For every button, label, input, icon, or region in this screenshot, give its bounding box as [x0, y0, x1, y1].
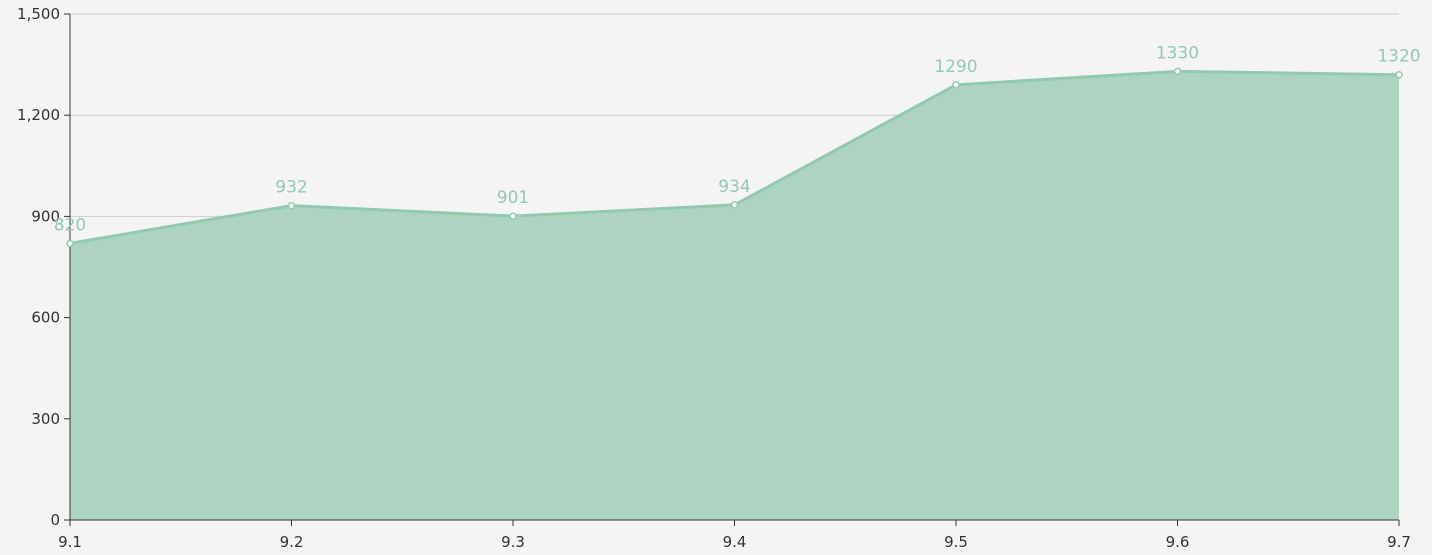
data-label: 820: [54, 215, 86, 235]
axes: 0 300 600 900 1,200 1,500 9.1 9.2 9.3 9.4 9.5 9.6 9.…: [17, 5, 1411, 551]
data-point: [1173, 67, 1182, 76]
x-tick-label: 9.4: [723, 533, 747, 551]
data-point: [1395, 70, 1403, 79]
data-point: [66, 239, 74, 248]
data-label: 932: [275, 178, 307, 198]
data-label: 901: [497, 188, 529, 208]
y-tick-label: 1,500: [17, 5, 60, 23]
data-point: [952, 81, 960, 89]
x-tick-label: 9.5: [944, 533, 968, 551]
x-tick-label: 9.7: [1387, 533, 1411, 551]
data-labels: 820 932 901 934 1290 1330 1320: [54, 43, 1421, 235]
y-tick-label: 300: [31, 410, 60, 428]
data-label: 1320: [1377, 47, 1420, 67]
data-point: [509, 212, 517, 220]
x-tick-label: 9.2: [280, 533, 304, 551]
x-tick-label: 9.1: [58, 533, 82, 551]
x-tick-label: 9.3: [501, 533, 525, 551]
y-tick-label: 900: [31, 207, 60, 225]
y-tick-label: 0: [50, 511, 60, 529]
data-point: [730, 201, 739, 209]
area-fill: [70, 71, 1399, 520]
data-label: 1330: [1156, 43, 1199, 63]
data-label: 1290: [934, 57, 977, 77]
data-point: [287, 201, 296, 210]
x-tick-label: 9.6: [1166, 533, 1190, 551]
series-area: [69, 69, 1400, 520]
data-label: 934: [718, 177, 750, 197]
y-tick-label: 1,200: [17, 106, 60, 124]
y-tick-label: 600: [31, 309, 60, 327]
data-points: [66, 67, 1403, 248]
